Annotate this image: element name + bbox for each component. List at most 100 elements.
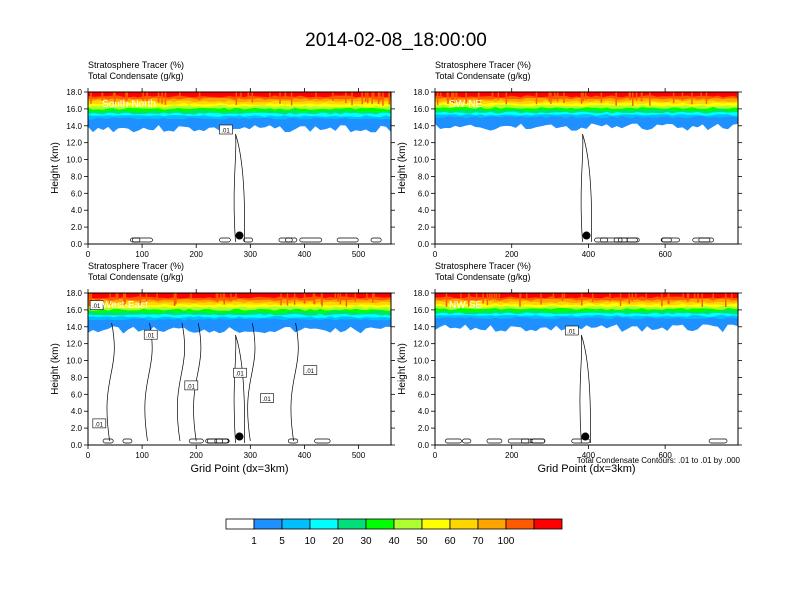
colorbar-swatch bbox=[533, 518, 563, 530]
tracer-streak bbox=[475, 293, 478, 302]
y-tick-label: 10.0 bbox=[413, 156, 429, 165]
condensate-cell-contour bbox=[285, 237, 298, 243]
location-marker bbox=[581, 432, 590, 441]
tracer-field bbox=[88, 92, 391, 133]
tracer-streak bbox=[269, 92, 271, 99]
condensate-cell-contour bbox=[131, 237, 153, 243]
x-tick-label: 300 bbox=[244, 451, 258, 460]
contour-label-box bbox=[233, 367, 247, 378]
x-tick-label: 0 bbox=[86, 451, 91, 460]
tracer-streak bbox=[486, 293, 489, 306]
condensate-cell-contour bbox=[219, 237, 231, 243]
tracer-streak bbox=[286, 293, 289, 306]
y-tick-label: 8.0 bbox=[418, 172, 430, 181]
y-tick-label: 8.0 bbox=[71, 172, 83, 181]
tracer-streak bbox=[563, 293, 566, 300]
condensate-cell-contour bbox=[594, 237, 609, 243]
condensate-column-contour bbox=[233, 334, 246, 444]
y-tick-label: 2.0 bbox=[418, 223, 430, 232]
tracer-streak bbox=[519, 293, 521, 307]
condensate-cell-contour bbox=[600, 237, 623, 243]
contour-label: .01 bbox=[235, 372, 244, 378]
colorbar-label: 60 bbox=[444, 536, 456, 547]
tracer-streak bbox=[498, 293, 500, 301]
panel-subtitle-condensate: Total Condensate (g/kg) bbox=[435, 272, 531, 282]
y-tick-label: 10.0 bbox=[413, 357, 429, 366]
contour-label: .01 bbox=[187, 384, 196, 390]
panel-4: .01 bbox=[431, 289, 742, 449]
condensate-cell-contour bbox=[215, 438, 230, 444]
tracer-streak bbox=[334, 293, 337, 300]
tracer-streak bbox=[216, 293, 219, 303]
x-tick-label: 200 bbox=[190, 451, 204, 460]
tracer-streak bbox=[280, 293, 282, 306]
tracer-streak bbox=[114, 92, 116, 105]
condensate-cell-contour bbox=[314, 438, 331, 444]
y-tick-label: 2.0 bbox=[71, 424, 83, 433]
x-axis-label: Grid Point (dx=3km) bbox=[190, 463, 288, 475]
tracer-streak bbox=[145, 293, 148, 303]
tracer-streak bbox=[580, 92, 583, 104]
tracer-streak bbox=[312, 293, 315, 301]
tracer-streak bbox=[556, 92, 559, 102]
tracer-streak bbox=[303, 293, 306, 304]
tracer-band bbox=[435, 92, 738, 98]
tracer-streak bbox=[712, 293, 714, 301]
condensate-cell-contour bbox=[287, 438, 299, 444]
panel-subtitle-tracer: Stratosphere Tracer (%) bbox=[435, 261, 531, 271]
contour-label-box bbox=[184, 380, 199, 391]
x-tick-label: 500 bbox=[352, 451, 366, 460]
tracer-streak bbox=[164, 92, 167, 105]
y-tick-label: 4.0 bbox=[71, 407, 83, 416]
y-tick-label: 12.0 bbox=[66, 340, 82, 349]
condensate-contour bbox=[144, 322, 153, 442]
y-tick-label: 10.0 bbox=[66, 156, 82, 165]
x-tick-label: 100 bbox=[135, 250, 149, 259]
tracer-streak bbox=[139, 293, 142, 305]
x-tick-label: 400 bbox=[582, 250, 596, 259]
tracer-streak bbox=[235, 293, 237, 301]
condensate-column-contour bbox=[580, 133, 593, 243]
condensate-contours bbox=[130, 133, 382, 243]
tracer-streak bbox=[123, 293, 125, 301]
tracer-streak bbox=[548, 92, 551, 102]
x-tick-label: 0 bbox=[86, 250, 91, 259]
tracer-streak bbox=[631, 293, 634, 302]
tracer-streak bbox=[354, 293, 357, 302]
plot-frame bbox=[434, 91, 739, 245]
y-tick-label: 18.0 bbox=[413, 289, 429, 298]
tracer-streak bbox=[223, 293, 226, 305]
tracer-streak bbox=[445, 293, 448, 307]
tracer-streak bbox=[146, 92, 148, 103]
tracer-streak bbox=[378, 92, 381, 102]
y-tick-label: 10.0 bbox=[66, 357, 82, 366]
y-tick-label: 2.0 bbox=[418, 424, 430, 433]
tracer-streak bbox=[173, 293, 176, 306]
tracer-streak bbox=[540, 293, 542, 305]
tracer-streak bbox=[284, 92, 287, 99]
tracer-streak bbox=[682, 293, 684, 300]
tracer-streak bbox=[101, 92, 104, 101]
x-tick-label: 100 bbox=[135, 451, 149, 460]
contour-label: .01 bbox=[146, 334, 155, 340]
condensate-contour bbox=[247, 322, 256, 442]
y-axis-label: Height (km) bbox=[397, 343, 408, 395]
tracer-streak bbox=[736, 92, 738, 99]
tracer-streak bbox=[554, 92, 556, 99]
tracer-streak bbox=[222, 293, 225, 302]
condensate-cell-contour bbox=[529, 438, 546, 444]
condensate-cell-contour bbox=[698, 237, 714, 243]
colorbar-swatch bbox=[393, 518, 423, 530]
tracer-streak bbox=[364, 92, 367, 102]
tracer-streak bbox=[687, 293, 690, 301]
tracer-streak bbox=[215, 293, 218, 302]
tracer-streak bbox=[628, 293, 630, 304]
condensate-contour bbox=[106, 322, 115, 442]
tracer-streak bbox=[661, 293, 663, 307]
colorbar-swatch bbox=[309, 518, 339, 530]
tracer-streak bbox=[563, 92, 565, 104]
tracer-streak bbox=[373, 293, 375, 300]
tracer-streak bbox=[635, 92, 638, 101]
colorbar-label: 10 bbox=[304, 536, 316, 547]
